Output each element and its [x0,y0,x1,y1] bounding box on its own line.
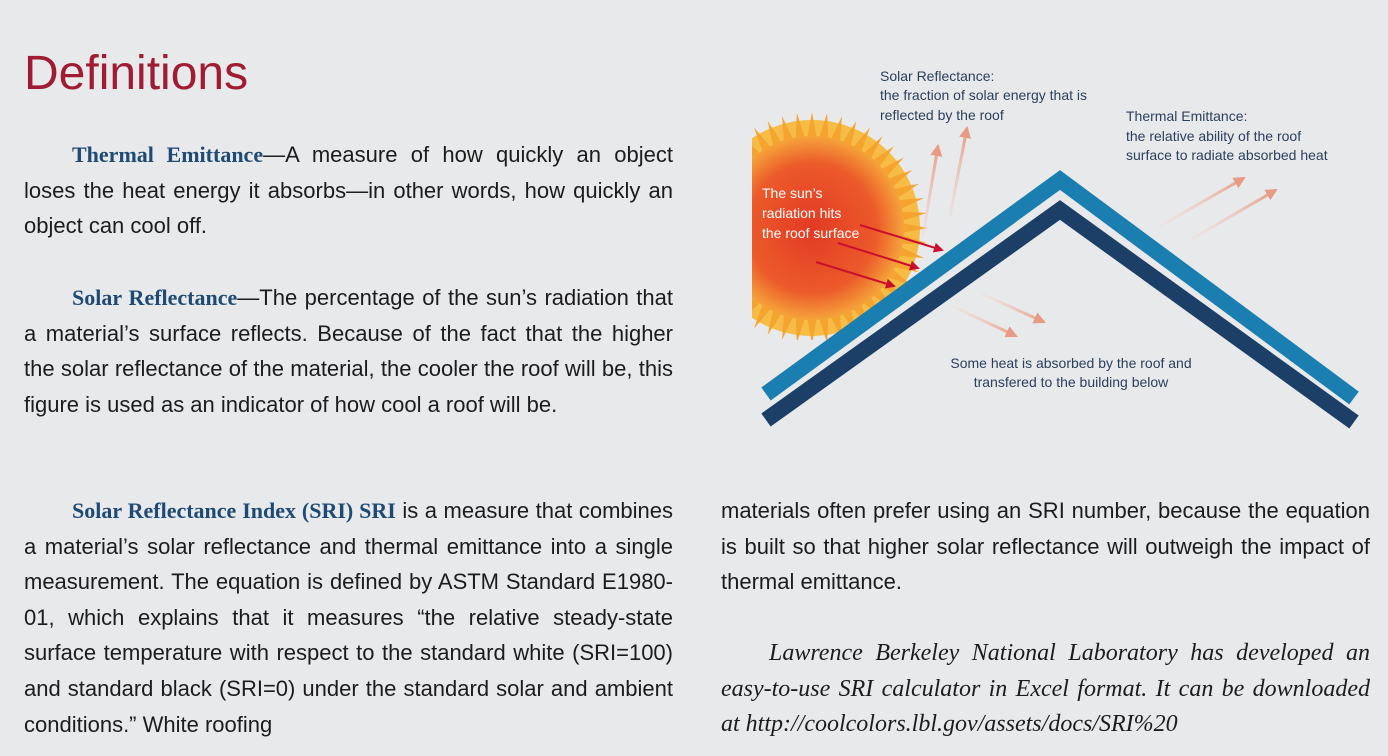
sun-ray-spike [720,269,737,286]
thermal-emittance-definition: Thermal Emittance—A measure of how quick… [24,137,673,244]
sun-ray-spike [720,247,726,258]
sun-ray-spike [862,135,883,160]
sun-ray-spike [887,170,913,188]
thermal-emittance-label-line1: the relative ability of the roof [1126,128,1301,144]
sun-ray-spike [893,183,920,198]
sun-ray-spike [720,258,731,272]
roof-diagram: The sun’s radiation hits the roof surfac… [720,40,1388,460]
roof-diagram-svg: The sun’s radiation hits the roof surfac… [720,68,1359,429]
sun-ray-spike [897,197,925,210]
absorbed-label-line1: Some heat is absorbed by the roof and [950,355,1191,371]
sun-ray-spike [781,115,794,143]
sun-ray-spike [730,146,752,168]
sun-ray-spike [872,145,895,168]
sun-ray-spike [720,212,724,221]
sri-continuation: materials often prefer using an SRI numb… [721,493,1370,600]
absorbed-heat-arrows [951,292,1046,338]
sun-label-line1: The sun’s [762,185,822,201]
sri-definition: Solar Reflectance Index (SRI) SRI is a m… [24,493,673,742]
sri-body: is a measure that combines a material’s … [24,498,673,737]
sun-ray-spike [767,120,782,147]
sun-ray-spike [754,127,772,153]
solar-reflectance-body: —The percentage of the sun’s radiation t… [24,285,673,417]
sun-ray-spike [752,296,762,311]
sun-ray-spike [852,127,870,153]
sun-ray-spike [807,112,817,139]
sun-ray-spike [807,317,817,340]
sun-ray-spike [900,211,928,221]
solar-reflectance-label-title: Solar Reflectance: [880,68,994,84]
sun-ray-spike [819,112,829,140]
sun-ray-spike [781,313,794,340]
sun-icon [720,112,928,340]
sri-continuation-text: materials often prefer using an SRI numb… [721,498,1370,595]
sun-ray-spike [720,157,744,177]
absorbed-label-line2: transfered to the building below [974,374,1169,390]
sun-ray-spike [720,184,731,198]
thermal-emittance-label-title: Thermal Emittance: [1126,108,1247,124]
sun-ray-spike [720,170,737,187]
sun-ray-spike [795,316,805,340]
sun-ray-spike [720,279,744,299]
solar-reflectance-label-line2: reflected by the roof [880,107,1004,123]
sun-ray-spike [720,198,726,209]
roof-bottom-layer [761,200,1359,429]
sri-term: Solar Reflectance Index (SRI) SRI [72,498,396,523]
thermal-emittance-label-line2: surface to radiate absorbed heat [1126,147,1328,163]
sun-ray-spike [754,303,772,329]
sun-ray-spike [730,288,752,310]
solar-reflectance-definition: Solar Reflectance—The percentage of the … [24,280,673,422]
thermal-emittance-body: —A measure of how quickly an object lose… [24,142,674,239]
sun-ray-spike [720,223,722,232]
sun-ray-spike [752,145,762,160]
reflected-radiation-arrows [921,126,971,237]
page-title: Definitions [24,47,249,100]
sun-ray-spike [842,120,857,147]
sun-ray-spike [819,316,829,340]
sun-ray-spike [795,112,805,140]
sun-ray-spike [720,235,724,244]
roof-top-layer [761,170,1359,405]
solar-reflectance-label-line1: the fraction of solar energy that is [880,87,1087,103]
sun-ray-spike [880,157,905,178]
sun-ray-spike [830,115,843,143]
sun-ray-spike [897,246,925,259]
lbnl-note: Lawrence Berkeley National Laboratory ha… [721,636,1370,743]
lbnl-note-text: Lawrence Berkeley National Laboratory ha… [721,640,1370,738]
sun-ray-spike [900,235,928,245]
sun-ray-spike [767,309,782,336]
thermal-emittance-term: Thermal Emittance [72,142,264,167]
sun-label-line3: the roof surface [762,225,859,241]
incoming-radiation-arrows [815,224,944,289]
emitted-heat-arrows [1159,176,1278,242]
sun-label-line2: radiation hits [762,205,841,221]
sun-ray-spike [887,268,913,286]
solar-reflectance-term: Solar Reflectance [72,285,238,310]
sun-ray-spike [901,223,928,233]
